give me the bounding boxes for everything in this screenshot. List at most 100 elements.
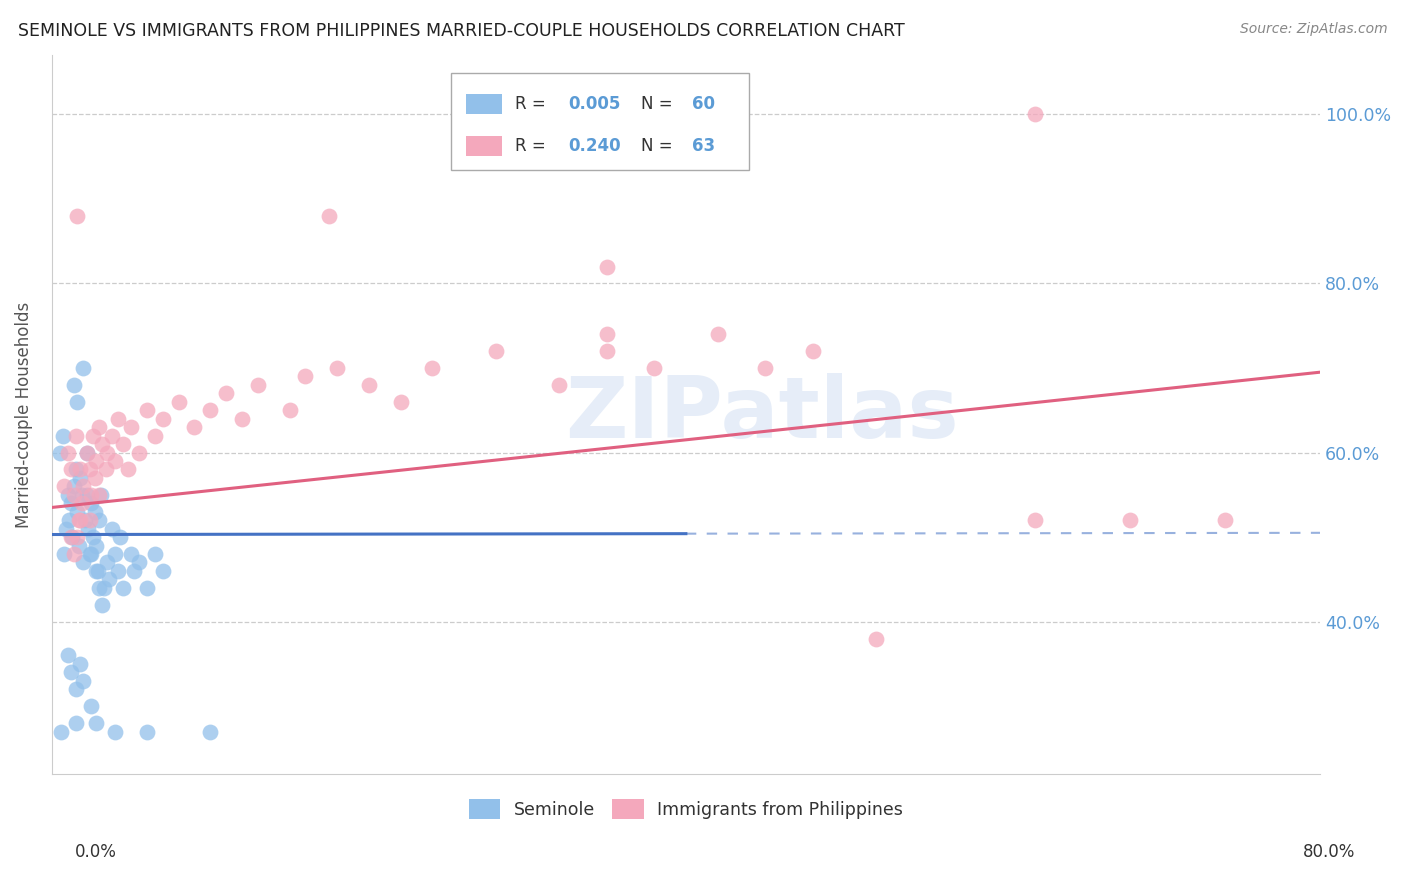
Text: Source: ZipAtlas.com: Source: ZipAtlas.com <box>1240 22 1388 37</box>
Point <box>200 724 222 739</box>
Point <box>56 648 79 663</box>
Point <box>104 454 127 468</box>
Point <box>60 530 83 544</box>
Point <box>55 522 77 536</box>
Point <box>72 556 94 570</box>
Point <box>59 665 82 680</box>
Point <box>66 394 89 409</box>
Point <box>67 539 90 553</box>
Point <box>56 445 79 459</box>
Point <box>52 428 75 442</box>
Point <box>135 403 157 417</box>
Point <box>63 377 86 392</box>
Point <box>63 547 86 561</box>
Point <box>63 488 86 502</box>
Point <box>101 428 124 442</box>
Point <box>84 716 107 731</box>
Point <box>97 572 120 586</box>
Point <box>420 361 443 376</box>
Point <box>595 344 617 359</box>
Point <box>318 209 340 223</box>
Text: 60: 60 <box>692 95 716 113</box>
Text: R =: R = <box>515 136 551 155</box>
Point <box>84 564 107 578</box>
Point <box>135 581 157 595</box>
Point <box>128 445 150 459</box>
Point <box>76 488 98 502</box>
Point <box>59 496 82 510</box>
Point <box>1024 513 1046 527</box>
Point <box>94 462 117 476</box>
Point <box>278 403 301 417</box>
Point <box>69 657 91 671</box>
Text: R =: R = <box>515 95 551 113</box>
Point <box>80 496 103 510</box>
Text: 80.0%: 80.0% <box>1302 843 1355 861</box>
Point <box>69 513 91 527</box>
Point <box>56 488 79 502</box>
Point <box>183 420 205 434</box>
Point <box>51 724 73 739</box>
Point <box>231 411 253 425</box>
Point <box>58 513 80 527</box>
Point <box>112 581 135 595</box>
Point <box>80 547 103 561</box>
Point <box>101 522 124 536</box>
Point <box>69 462 91 476</box>
Point <box>152 564 174 578</box>
Point <box>93 581 115 595</box>
Point <box>120 547 142 561</box>
Point <box>108 530 131 544</box>
Y-axis label: Married-couple Households: Married-couple Households <box>15 301 32 527</box>
Bar <box>467 136 502 156</box>
Point <box>66 530 89 544</box>
Point <box>143 428 166 442</box>
Legend: Seminole, Immigrants from Philippines: Seminole, Immigrants from Philippines <box>461 792 910 826</box>
Point <box>89 581 111 595</box>
Point <box>82 530 104 544</box>
Point <box>59 462 82 476</box>
Point <box>112 437 135 451</box>
Text: 0.005: 0.005 <box>568 95 620 113</box>
Point <box>53 547 76 561</box>
Point <box>79 513 101 527</box>
Text: N =: N = <box>641 95 678 113</box>
Point <box>48 445 70 459</box>
Point <box>326 361 349 376</box>
Point <box>66 209 89 223</box>
Text: ZIPatlas: ZIPatlas <box>565 373 959 456</box>
Point <box>801 344 824 359</box>
Point <box>76 445 98 459</box>
Point <box>84 539 107 553</box>
Point <box>485 344 508 359</box>
Point <box>70 488 93 502</box>
Point <box>80 488 103 502</box>
Point <box>117 462 139 476</box>
Point <box>67 513 90 527</box>
Point <box>143 547 166 561</box>
Point <box>1213 513 1236 527</box>
Point <box>128 556 150 570</box>
Point <box>76 445 98 459</box>
Point <box>294 369 316 384</box>
Text: N =: N = <box>641 136 678 155</box>
Point <box>84 454 107 468</box>
Point <box>72 479 94 493</box>
Point <box>96 556 118 570</box>
Point <box>120 420 142 434</box>
Point <box>65 682 87 697</box>
Text: 63: 63 <box>692 136 716 155</box>
Point <box>96 445 118 459</box>
Point <box>80 699 103 714</box>
Point <box>107 564 129 578</box>
Point <box>104 724 127 739</box>
Point <box>89 488 111 502</box>
Point <box>70 496 93 510</box>
Point <box>1024 107 1046 121</box>
Point <box>754 361 776 376</box>
Point <box>152 411 174 425</box>
Point <box>82 428 104 442</box>
Point <box>72 673 94 688</box>
Point <box>83 505 105 519</box>
Point <box>706 327 728 342</box>
